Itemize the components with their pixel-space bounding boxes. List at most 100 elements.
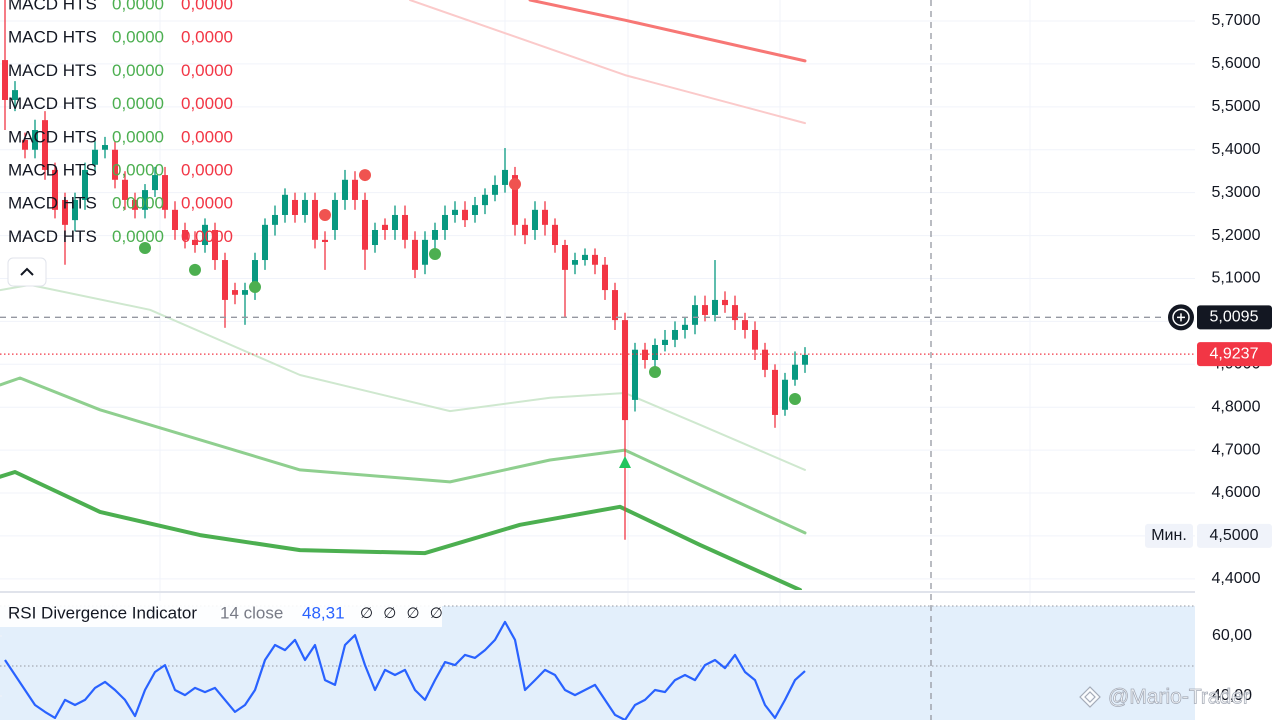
collapse-button-box[interactable] [7, 257, 47, 287]
price-label: 5,0095 [1210, 309, 1259, 326]
candle-body [482, 194, 488, 206]
candle-body [722, 299, 728, 306]
buy-signal [189, 263, 201, 276]
candle-body [152, 175, 158, 191]
buy-signal [139, 242, 151, 255]
rsi-legend-value: 48,31 [302, 603, 345, 622]
candle-body [532, 209, 538, 230]
buy-signal [429, 248, 441, 261]
candle-body [462, 209, 468, 221]
rsi-flags: ∅ ∅ ∅ ∅ [360, 605, 446, 622]
y-tick-label: 40,00 [1212, 687, 1252, 704]
moving-average-line [409, 0, 806, 125]
rsi-line [4, 620, 806, 720]
legend-value: 0,0000 [112, 94, 164, 113]
candle-body [412, 239, 418, 270]
candle-body [742, 320, 748, 330]
collapse-button[interactable] [7, 257, 47, 287]
legend-value: 0,0000 [181, 28, 233, 47]
candle-body [432, 229, 438, 240]
legend-value: 0,0000 [112, 61, 164, 80]
buy-signal [789, 393, 801, 406]
y-tick-label: 4,6000 [1212, 484, 1261, 501]
candle-body [792, 364, 798, 380]
legend-value: 0,0000 [112, 194, 164, 213]
y-tick-label: 5,1000 [1212, 270, 1261, 287]
candle-body [212, 229, 218, 261]
candle-body [342, 179, 348, 200]
y-tick-label: 5,2000 [1212, 227, 1261, 244]
candle-body [102, 145, 108, 150]
candle-body [292, 199, 298, 215]
candle-body [662, 339, 668, 345]
candle-body [2, 60, 8, 100]
y-tick-label: 5,6000 [1212, 55, 1261, 72]
candle-body [22, 139, 28, 150]
candle-body [252, 260, 258, 291]
legend-value: 0,0000 [181, 94, 233, 113]
candle-body [232, 290, 238, 295]
candle-body [562, 245, 568, 270]
candle-body [712, 299, 718, 315]
y-tick-label: 5,5000 [1212, 98, 1261, 115]
candle-body [572, 260, 578, 265]
candle-body [512, 175, 518, 225]
candle-body [522, 224, 528, 236]
price-pane [0, 0, 808, 590]
candle-body [262, 224, 268, 261]
candle-body [132, 199, 138, 210]
candle-body [752, 329, 758, 350]
price-label: 4,5000 [1210, 527, 1259, 544]
candle-body [772, 369, 778, 415]
candle-body [632, 349, 638, 400]
moving-average-line [0, 470, 802, 590]
sell-signal [509, 178, 521, 191]
rsi-subtitle: 14 close [220, 603, 283, 622]
candle-body [552, 224, 558, 246]
buy-signal [249, 281, 261, 294]
legend-value: 0,0000 [112, 227, 164, 246]
overlay: MACD HTS 0,0000 0,0000 MACD HTS 0,0000 0,0000… [0, 0, 1195, 627]
caption-box [1145, 523, 1193, 548]
y-tick-label: 5,7000 [1212, 12, 1261, 29]
candle-body [182, 229, 188, 240]
y-tick-label: 5,4000 [1212, 141, 1261, 158]
candle-body [382, 224, 388, 230]
candle-body [122, 179, 128, 200]
rsi-header-background [0, 601, 442, 627]
candle-body [52, 169, 58, 210]
candle-body [112, 149, 118, 180]
legend-value: 0,0000 [112, 28, 164, 47]
legend-value: 0,0000 [181, 194, 233, 213]
legend-value: 0,0000 [181, 61, 233, 80]
candle-body [692, 305, 698, 325]
price-label-box [1197, 305, 1272, 330]
legend-value: 0,0000 [181, 127, 233, 146]
candle-body [332, 199, 338, 230]
y-tick-label: 4,4000 [1212, 570, 1261, 587]
legend-name: MACD HTS [8, 194, 97, 213]
candle-body [352, 179, 358, 200]
candle-body [12, 90, 18, 100]
legend-value: 0,0000 [181, 0, 233, 13]
candle-body [782, 379, 788, 410]
moving-average-line [0, 376, 807, 535]
candle-body [582, 254, 588, 261]
y-tick-label: 4,8000 [1212, 398, 1261, 415]
candle-body [452, 209, 458, 215]
price-label: 4,9237 [1210, 345, 1259, 362]
candle-body [42, 120, 48, 170]
candle-body [242, 290, 248, 295]
legend-value: 0,0000 [112, 160, 164, 179]
candle-body [312, 199, 318, 240]
candle-body [302, 199, 308, 215]
candle-body [472, 205, 478, 215]
price-label-box [1197, 342, 1272, 367]
y-tick-label: 5,3000 [1212, 184, 1261, 201]
candle-body [202, 224, 208, 246]
candle-body [272, 214, 278, 225]
candle-body [372, 229, 378, 246]
candle-body [652, 344, 658, 361]
candle-body [362, 199, 368, 250]
candle-body [222, 260, 228, 300]
